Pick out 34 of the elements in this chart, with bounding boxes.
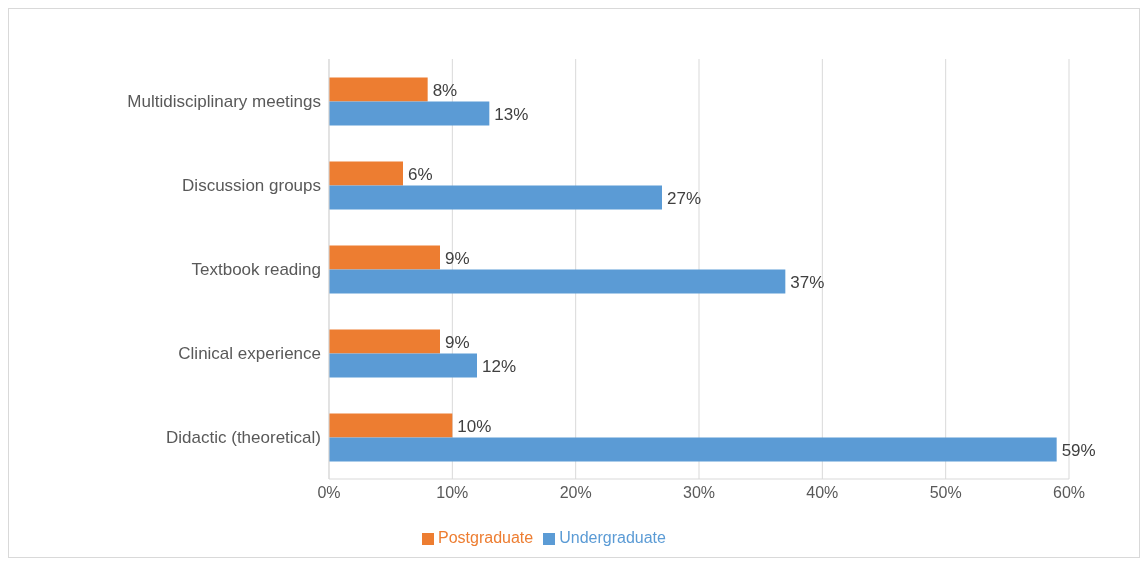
y-tick-label: Textbook reading <box>191 260 321 280</box>
bar <box>329 245 440 270</box>
y-tick-label: Multidisciplinary meetings <box>127 92 321 112</box>
bar <box>329 101 490 126</box>
data-label: 27% <box>667 188 702 208</box>
data-label: 37% <box>790 272 825 292</box>
data-label: 13% <box>494 104 529 124</box>
legend-label: Undergraduate <box>559 529 666 546</box>
bar <box>329 269 786 294</box>
x-tick-label: 40% <box>806 484 839 502</box>
data-label: 9% <box>445 248 470 268</box>
data-label: 9% <box>445 332 470 352</box>
x-tick-label: 10% <box>436 484 469 502</box>
bar <box>329 353 477 378</box>
bar <box>329 77 428 102</box>
data-label: 6% <box>408 164 433 184</box>
legend-label: Postgraduate <box>438 529 534 546</box>
data-label: 59% <box>1061 440 1096 460</box>
x-tick-label: 50% <box>929 484 962 502</box>
data-label: 12% <box>482 356 517 376</box>
x-tick-label: 0% <box>317 484 341 502</box>
x-tick-label: 60% <box>1052 484 1086 502</box>
data-label: 10% <box>457 416 492 436</box>
y-tick-label: Clinical experience <box>178 344 321 364</box>
bar <box>329 437 1057 462</box>
y-tick-label: Didactic (theoretical) <box>166 428 321 448</box>
x-tick-label: 20% <box>559 484 592 502</box>
bar <box>329 413 453 438</box>
bar <box>329 161 403 186</box>
data-label: 8% <box>432 80 458 100</box>
y-tick-label: Discussion groups <box>182 176 321 196</box>
bar <box>329 185 662 210</box>
bar <box>329 329 440 354</box>
x-tick-label: 30% <box>682 484 716 502</box>
